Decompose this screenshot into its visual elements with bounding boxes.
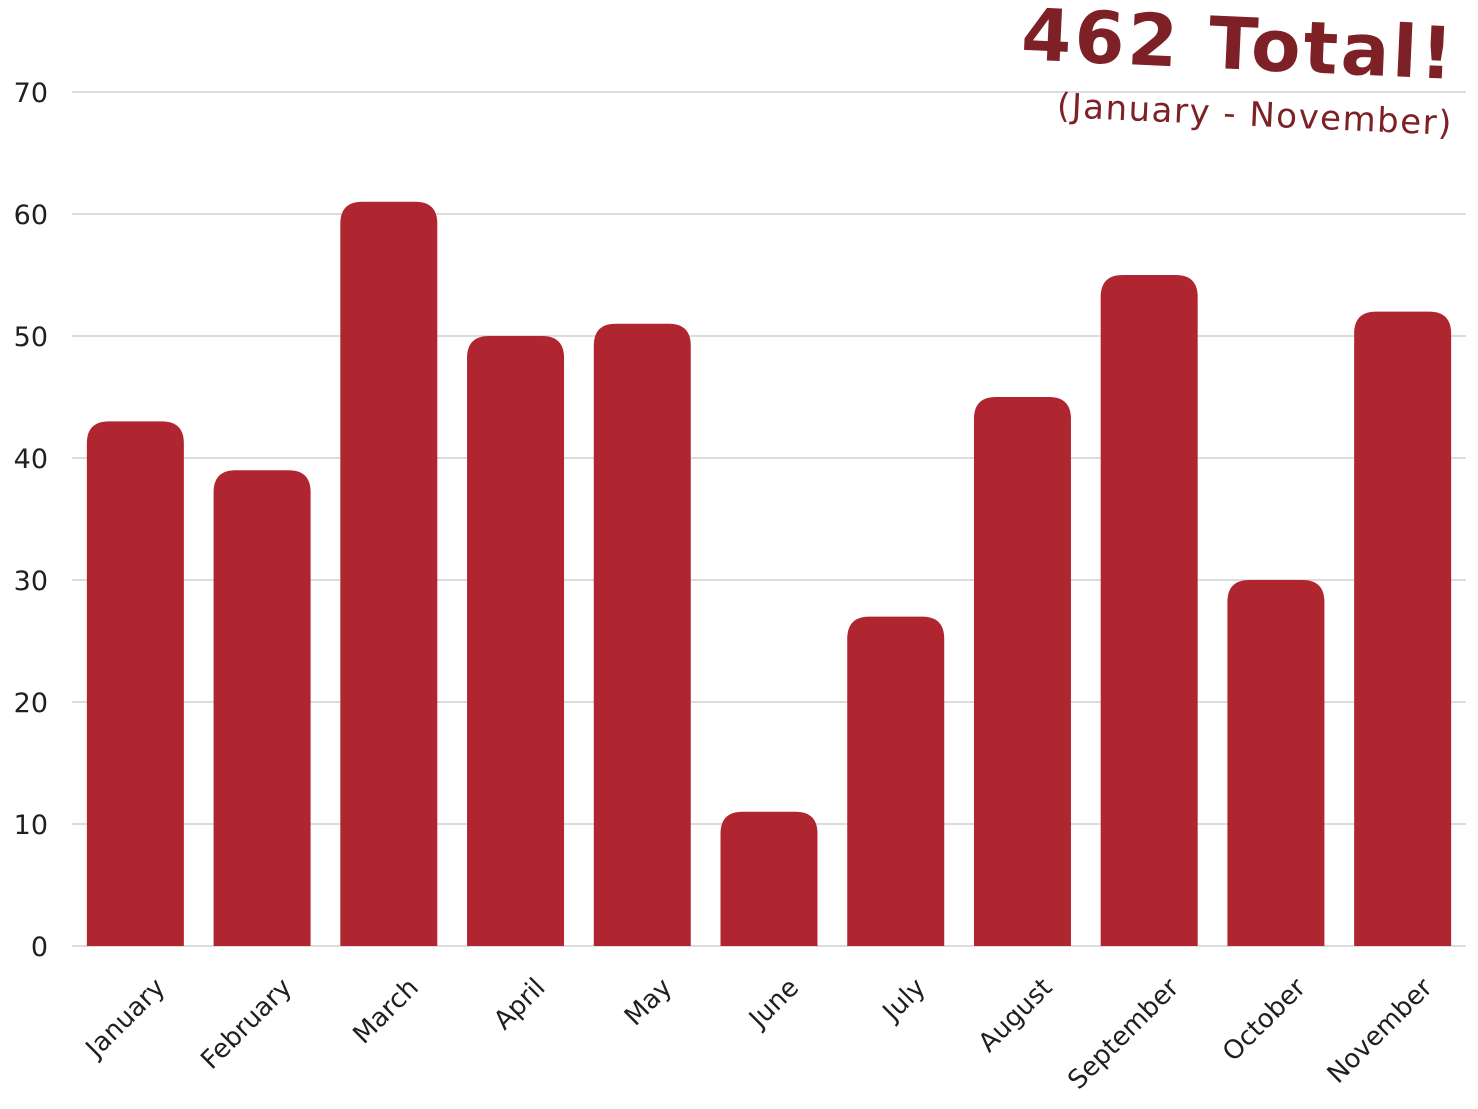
x-tick-label: November [1322,973,1439,1090]
bar-august [973,397,1071,946]
chart-title-block: 462 Total! (January - November) [930,0,1458,188]
bar-march [340,201,438,947]
x-tick-label: January [79,973,171,1065]
x-tick-label: June [742,973,805,1036]
bar-february [213,470,311,946]
bar-september [1100,275,1198,946]
y-tick-label: 30 [14,566,48,597]
bar-july [847,616,945,946]
y-tick-label: 0 [31,932,48,963]
bars [86,201,1452,947]
y-tick-label: 70 [14,78,48,109]
x-tick-label: August [973,973,1059,1059]
y-tick-label: 50 [14,322,48,353]
y-tick-label: 20 [14,688,48,719]
x-tick-label: October [1217,973,1312,1068]
bar-january [86,421,184,946]
y-tick-label: 10 [14,810,48,841]
x-tick-label: September [1062,973,1185,1096]
bar-june [720,811,818,946]
x-tick-label: July [876,973,932,1029]
y-axis-tick-labels: 0 10 20 30 40 50 60 70 [14,78,48,963]
bar-april [467,336,565,946]
x-axis-category-labels: January February March April May June July Augu… [79,973,1439,1096]
x-tick-label: February [195,973,298,1076]
x-tick-label: May [619,973,678,1032]
bar-october [1227,580,1325,946]
y-tick-label: 40 [14,444,48,475]
y-tick-label: 60 [14,200,48,231]
bar-november [1354,311,1452,947]
x-tick-label: April [488,973,551,1036]
bar-may [593,323,691,946]
x-tick-label: March [348,973,425,1050]
